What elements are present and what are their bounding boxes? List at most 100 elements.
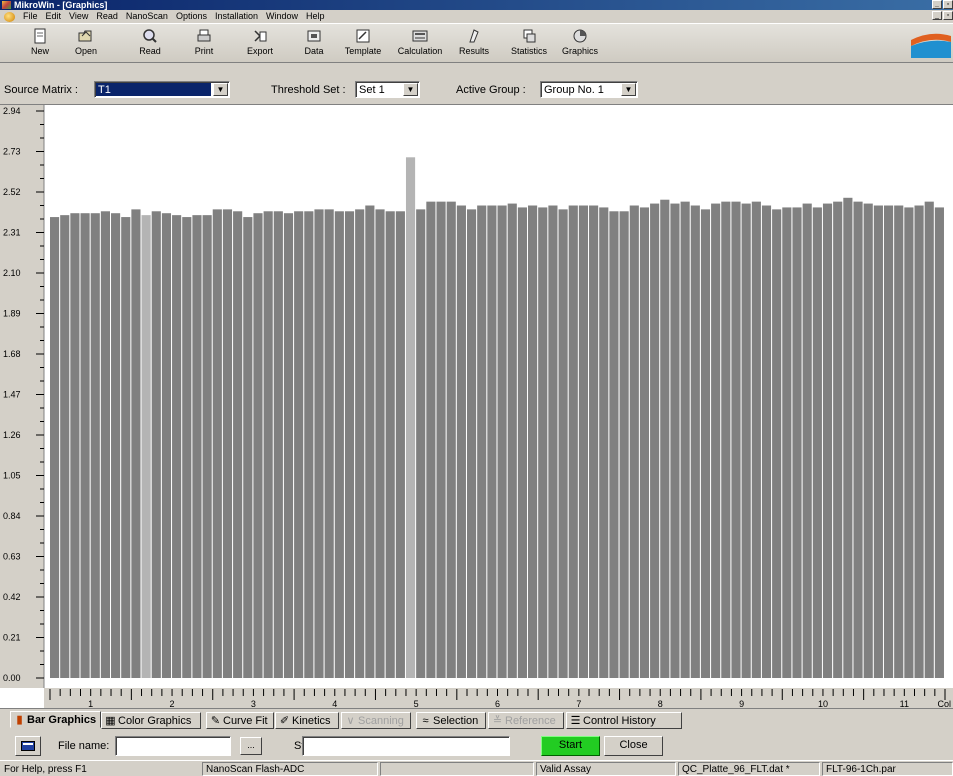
close-button[interactable]: Close [604, 736, 663, 756]
bar[interactable] [843, 197, 853, 678]
chevron-down-icon[interactable]: ▼ [403, 83, 418, 96]
bar[interactable] [660, 199, 670, 678]
bar[interactable] [426, 201, 436, 678]
bar[interactable] [253, 213, 263, 678]
tab-curve-fit[interactable]: ✎ Curve Fit [206, 712, 274, 729]
bar[interactable] [151, 211, 161, 678]
toolbar-export-button[interactable]: Export [236, 26, 284, 62]
bar[interactable] [924, 201, 934, 678]
bar[interactable] [721, 201, 731, 678]
chevron-down-icon[interactable]: ▼ [621, 83, 636, 96]
browse-button[interactable]: ... [240, 737, 262, 755]
bar[interactable] [222, 209, 233, 679]
bar[interactable] [731, 201, 741, 678]
bar[interactable] [487, 205, 497, 679]
threshold-set-select[interactable]: Set 1 ▼ [355, 81, 420, 98]
bar[interactable] [50, 217, 60, 678]
bar[interactable] [812, 207, 822, 678]
bar[interactable] [90, 213, 100, 678]
toolbar-results-button[interactable]: Results [450, 26, 498, 62]
bar[interactable] [192, 215, 202, 678]
toolbar-data-button[interactable]: Data [290, 26, 338, 62]
bar[interactable] [202, 215, 212, 678]
bar[interactable] [273, 211, 283, 678]
bar[interactable] [761, 205, 772, 679]
bar[interactable] [355, 209, 365, 679]
bar[interactable] [822, 203, 833, 678]
bar[interactable] [365, 205, 375, 679]
bar[interactable] [70, 213, 80, 678]
bar[interactable] [548, 205, 558, 679]
bar[interactable] [161, 213, 172, 678]
bar[interactable] [141, 215, 151, 678]
bar[interactable] [711, 203, 721, 678]
bar[interactable] [833, 201, 843, 678]
document-icon[interactable] [4, 11, 15, 22]
bar[interactable] [650, 203, 660, 678]
bar[interactable] [568, 205, 578, 679]
bar[interactable] [100, 211, 110, 678]
toolbar-template-button[interactable]: Template [339, 26, 387, 62]
toolbar-print-button[interactable]: Print [180, 26, 228, 62]
file-name-input[interactable] [115, 736, 231, 756]
bar[interactable] [700, 209, 711, 679]
bar[interactable] [741, 203, 751, 678]
minimize-button[interactable]: _ [932, 0, 942, 9]
bar[interactable] [599, 207, 609, 678]
tab-selection[interactable]: ≈ Selection [416, 712, 486, 729]
bar[interactable] [385, 211, 395, 678]
bar[interactable] [324, 209, 334, 679]
chevron-down-icon[interactable]: ▼ [213, 83, 228, 96]
bar[interactable] [172, 215, 182, 678]
active-group-select[interactable]: Group No. 1 ▼ [540, 81, 638, 98]
menu-options[interactable]: Options [175, 11, 207, 21]
bar[interactable] [233, 211, 243, 678]
bar[interactable] [517, 207, 527, 678]
bar[interactable] [538, 207, 548, 678]
bar[interactable] [416, 209, 426, 679]
bar[interactable] [934, 207, 944, 678]
tab-reference[interactable]: ≚ Reference [488, 712, 564, 729]
toolbar-graphics-button[interactable]: Graphics [556, 26, 604, 62]
bar[interactable] [395, 211, 405, 678]
bar[interactable] [314, 209, 324, 679]
menu-file[interactable]: File [23, 11, 38, 21]
bar[interactable] [578, 205, 589, 679]
bar[interactable] [131, 209, 141, 679]
bar[interactable] [436, 201, 446, 678]
bar[interactable] [60, 215, 70, 678]
bar[interactable] [375, 209, 385, 679]
bar[interactable] [904, 207, 914, 678]
bar[interactable] [792, 207, 802, 678]
bar[interactable] [344, 211, 355, 678]
bar[interactable] [690, 205, 700, 679]
bar[interactable] [680, 201, 690, 678]
bar[interactable] [497, 205, 507, 679]
tab-control-history[interactable]: ☰ Control History [566, 712, 682, 729]
bar[interactable] [639, 207, 650, 678]
toolbar-statistics-button[interactable]: Statistics [505, 26, 553, 62]
bar[interactable] [466, 209, 477, 679]
bar[interactable] [477, 205, 487, 679]
bar[interactable] [772, 209, 782, 679]
doc-restore-button[interactable]: ▫ [943, 11, 953, 20]
bar[interactable] [883, 205, 894, 679]
bar[interactable] [446, 201, 456, 678]
bar[interactable] [507, 203, 517, 678]
bar[interactable] [894, 205, 904, 679]
bar[interactable] [121, 217, 131, 678]
tab-scanning[interactable]: ∨ Scanning [341, 712, 411, 729]
bar[interactable] [243, 217, 253, 678]
file-browser-button[interactable] [15, 736, 41, 756]
bar[interactable] [263, 211, 273, 678]
bar[interactable] [80, 213, 90, 678]
menu-read[interactable]: Read [96, 11, 118, 21]
bar[interactable] [283, 213, 294, 678]
bar[interactable] [294, 211, 304, 678]
bar[interactable] [782, 207, 792, 678]
menu-nanoscan[interactable]: NanoScan [125, 11, 168, 21]
menu-window[interactable]: Window [266, 11, 299, 21]
toolbar-new-button[interactable]: New [16, 26, 64, 62]
bar[interactable] [589, 205, 599, 679]
doc-minimize-button[interactable]: _ [932, 11, 942, 20]
